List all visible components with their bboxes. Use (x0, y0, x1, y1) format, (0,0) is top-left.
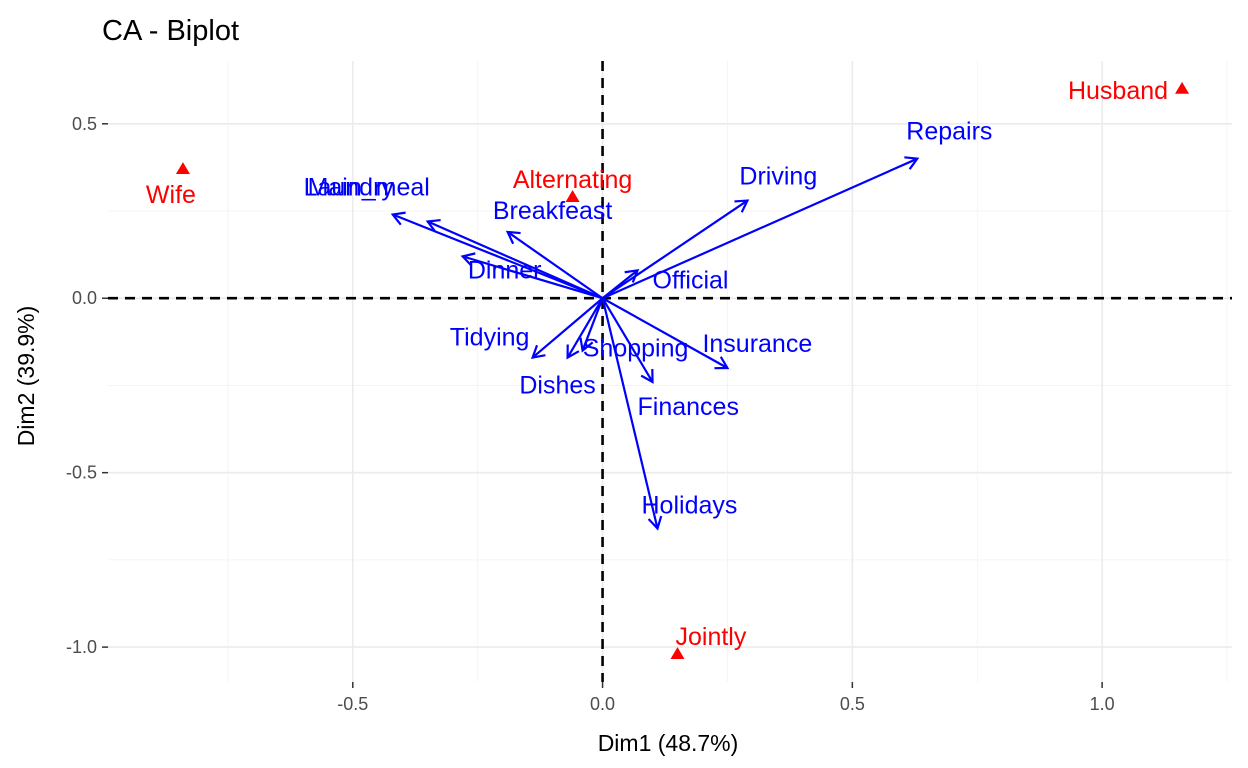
y-tick-label: 0.0 (72, 288, 97, 308)
label-repairs: Repairs (906, 118, 992, 146)
label-insurance: Insurance (702, 330, 812, 358)
label-dinner: Dinner (468, 256, 542, 284)
label-main-meal: Main_meal (308, 173, 430, 201)
label-breakfeast: Breakfeast (493, 197, 613, 225)
label-husband: Husband (1068, 77, 1168, 105)
point-husband (1175, 82, 1189, 94)
y-tick-label: -1.0 (66, 637, 97, 657)
x-tick-label: 0.5 (840, 694, 865, 714)
label-jointly: Jointly (675, 623, 746, 651)
label-tidying: Tidying (450, 324, 530, 352)
y-axis-title: Dim2 (39.9%) (13, 306, 39, 447)
label-shopping: Shopping (583, 335, 689, 363)
x-tick-label: -0.5 (337, 694, 368, 714)
label-alternating: Alternating (513, 166, 633, 194)
chart-title: CA - Biplot (102, 15, 239, 47)
label-dishes: Dishes (519, 372, 595, 400)
reference-lines (108, 61, 1232, 682)
row-points (176, 82, 1189, 659)
x-axis-title: Dim1 (48.7%) (598, 730, 739, 756)
y-tick-label: 0.5 (72, 114, 97, 134)
major-gridlines (108, 61, 1232, 682)
x-tick-label: 1.0 (1090, 694, 1115, 714)
label-official: Official (653, 266, 729, 294)
y-tick-label: -0.5 (66, 463, 97, 483)
x-tick-label: 0.0 (590, 694, 615, 714)
label-finances: Finances (638, 393, 739, 421)
point-labels: LaundryMain_mealDinnerBreakfeastTidyingD… (146, 77, 1168, 651)
arrowhead-driving (734, 201, 747, 213)
minor-gridlines (108, 61, 1232, 682)
arrowhead-breakfeast (508, 232, 521, 244)
label-holidays: Holidays (642, 491, 738, 519)
point-wife (176, 162, 190, 174)
label-wife: Wife (146, 181, 196, 209)
label-driving: Driving (739, 163, 817, 191)
